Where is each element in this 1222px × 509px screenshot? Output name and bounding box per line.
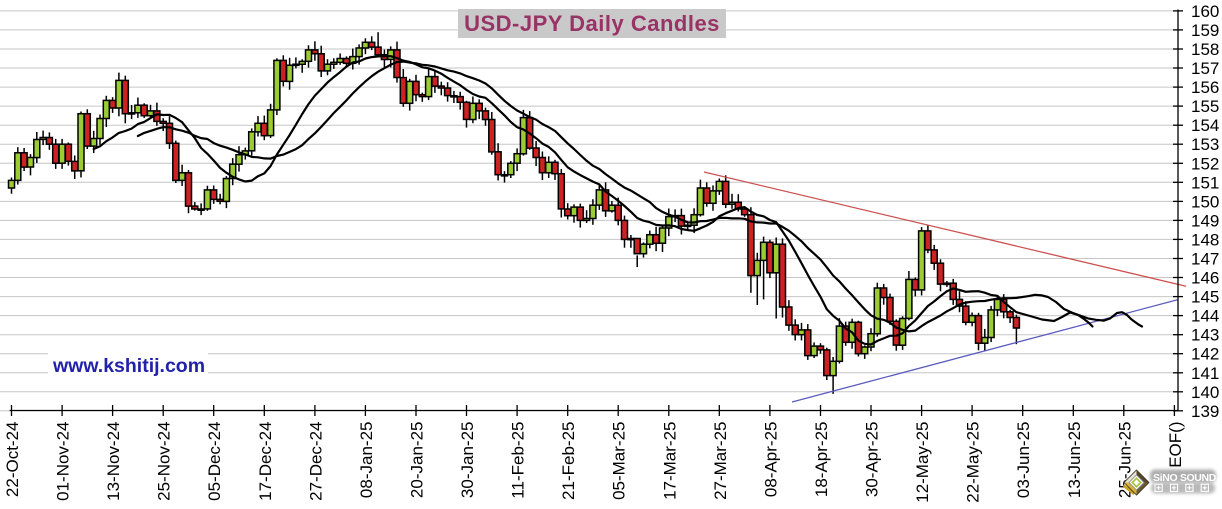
svg-text:156: 156 — [1191, 78, 1219, 97]
svg-text:01-Nov-24: 01-Nov-24 — [54, 422, 73, 501]
svg-text:18-Apr-25: 18-Apr-25 — [812, 422, 831, 498]
svg-text:EOF(): EOF() — [1166, 422, 1185, 468]
svg-text:154: 154 — [1191, 116, 1219, 135]
svg-text:30-Apr-25: 30-Apr-25 — [863, 422, 882, 498]
svg-text:149: 149 — [1191, 211, 1219, 230]
svg-text:05-Dec-24: 05-Dec-24 — [205, 422, 224, 501]
svg-text:146: 146 — [1191, 269, 1219, 288]
svg-text:08-Jan-25: 08-Jan-25 — [357, 422, 376, 499]
svg-text:30-Jan-25: 30-Jan-25 — [458, 422, 477, 499]
svg-text:142: 142 — [1191, 345, 1219, 364]
svg-text:21-Feb-25: 21-Feb-25 — [559, 422, 578, 500]
svg-text:141: 141 — [1191, 364, 1219, 383]
svg-text:17-Mar-25: 17-Mar-25 — [660, 422, 679, 500]
svg-text:150: 150 — [1191, 192, 1219, 211]
svg-text:145: 145 — [1191, 288, 1219, 307]
svg-text:25-Nov-24: 25-Nov-24 — [155, 422, 174, 501]
svg-text:157: 157 — [1191, 59, 1219, 78]
svg-text:20-Jan-25: 20-Jan-25 — [408, 422, 427, 499]
svg-text:12-May-25: 12-May-25 — [913, 422, 932, 503]
svg-text:SiNO SOUND: SiNO SOUND — [1153, 472, 1217, 484]
svg-text:159: 159 — [1191, 21, 1219, 40]
svg-text:13-Jun-25: 13-Jun-25 — [1065, 422, 1084, 499]
svg-text:152: 152 — [1191, 154, 1219, 173]
svg-text:153: 153 — [1191, 135, 1219, 154]
svg-text:27-Mar-25: 27-Mar-25 — [711, 422, 730, 500]
svg-text:22-May-25: 22-May-25 — [964, 422, 983, 503]
svg-text:144: 144 — [1191, 307, 1219, 326]
svg-text:148: 148 — [1191, 230, 1219, 249]
svg-text:www.kshitij.com: www.kshitij.com — [52, 355, 205, 377]
svg-text:139: 139 — [1191, 402, 1219, 421]
svg-text:147: 147 — [1191, 250, 1219, 269]
svg-text:27-Dec-24: 27-Dec-24 — [306, 422, 325, 501]
svg-text:143: 143 — [1191, 326, 1219, 345]
svg-text:158: 158 — [1191, 40, 1219, 59]
svg-text:22-Oct-24: 22-Oct-24 — [3, 422, 22, 498]
svg-text:155: 155 — [1191, 97, 1219, 116]
svg-text:USD-JPY Daily Candles: USD-JPY Daily Candles — [464, 11, 720, 36]
svg-text:08-Apr-25: 08-Apr-25 — [761, 422, 780, 498]
svg-text:151: 151 — [1191, 173, 1219, 192]
svg-text:160: 160 — [1191, 2, 1219, 21]
svg-text:140: 140 — [1191, 383, 1219, 402]
svg-text:17-Dec-24: 17-Dec-24 — [256, 422, 275, 501]
svg-text:11-Feb-25: 11-Feb-25 — [509, 422, 528, 499]
svg-text:05-Mar-25: 05-Mar-25 — [610, 422, 629, 500]
svg-text:13-Nov-24: 13-Nov-24 — [104, 422, 123, 501]
svg-text:03-Jun-25: 03-Jun-25 — [1014, 422, 1033, 499]
